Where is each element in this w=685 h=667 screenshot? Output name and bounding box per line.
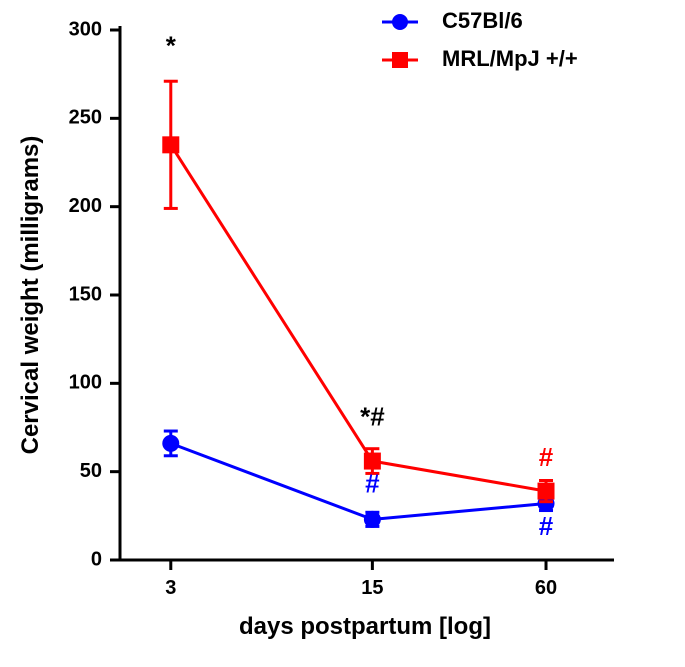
y-tick-label: 200 [69, 195, 102, 217]
y-tick-label: 300 [69, 18, 102, 40]
x-tick-label: 15 [361, 577, 383, 599]
significance-annotation: *# [360, 402, 385, 432]
x-tick-label: 60 [535, 577, 557, 599]
y-tick-label: 0 [91, 548, 102, 570]
data-point-square [538, 483, 554, 499]
data-point-circle [364, 511, 380, 527]
chart-svg: 0 50 100 150 200 250 300 3 15 60 days postpartum [… [0, 0, 685, 667]
y-tick-label: 250 [69, 107, 102, 129]
y-tick-label: 100 [69, 372, 102, 394]
legend-marker-square [392, 52, 408, 68]
significance-annotation: # [539, 511, 554, 541]
y-axis-label: Cervical weight (milligrams) [17, 136, 44, 455]
chart-container: 0 50 100 150 200 250 300 3 15 60 days postpartum [… [0, 0, 685, 667]
y-tick-label: 50 [80, 460, 102, 482]
legend-label: MRL/MpJ +/+ [442, 46, 578, 71]
legend-marker-circle [392, 14, 408, 30]
x-axis-label: days postpartum [log] [239, 613, 491, 640]
legend-label: C57Bl/6 [442, 8, 523, 33]
x-tick-label: 3 [165, 577, 176, 599]
significance-annotation: * [166, 31, 177, 61]
data-point-square [364, 453, 380, 469]
data-point-square [163, 137, 179, 153]
significance-annotation: # [539, 442, 554, 472]
series-line [171, 145, 546, 491]
data-point-circle [163, 435, 179, 451]
y-tick-label: 150 [69, 283, 102, 305]
significance-annotation: # [365, 469, 380, 499]
